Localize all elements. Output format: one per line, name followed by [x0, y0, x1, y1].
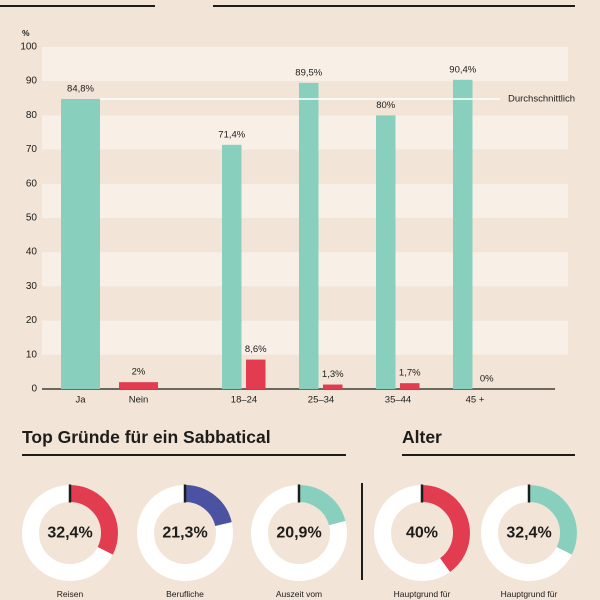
donut-caption: Hauptgrund für [394, 589, 451, 599]
x-tick-label: 25–34 [308, 395, 334, 406]
x-tick-label: 45 + [466, 395, 485, 406]
bar-chart: 0 10 20 30 40 50 60 70 80 90 100% 84,8% Ja 2% Nein 71,4… [20, 28, 575, 406]
y-tick-label: 50 [26, 213, 38, 224]
bar [400, 383, 420, 389]
donut-chart: 21,3% Berufliche [137, 484, 233, 599]
bar-value-label: 1,7% [399, 368, 421, 379]
donut-value-label: 32,4% [47, 525, 92, 542]
section-divider [361, 483, 363, 580]
donut-chart: 20,9% Auszeit vom [251, 484, 347, 599]
y-tick-label: 10 [26, 349, 38, 360]
donut-caption: Hauptgrund für [501, 589, 558, 599]
bar-value-label: 71,4% [218, 129, 245, 140]
average-reference-label: Durchschnittlich [508, 93, 575, 104]
bar [376, 115, 396, 390]
y-tick-label: 80 [26, 110, 38, 121]
y-axis-title: % [22, 28, 30, 38]
donut-caption: Auszeit vom [276, 589, 322, 599]
donut-chart: 40% Hauptgrund für [374, 484, 470, 599]
bar-value-label: 80% [376, 100, 396, 111]
bar-value-label: 0% [480, 374, 494, 385]
bar-value-label: 90,4% [449, 64, 476, 75]
bar [323, 384, 343, 389]
donut-chart: 32,4% Hauptgrund für [481, 484, 577, 599]
reasons-heading-rule [22, 454, 346, 456]
y-tick-label: 90 [26, 76, 38, 87]
x-tick-label: 35–44 [385, 395, 411, 406]
reasons-heading: Top Gründe für ein Sabbatical [22, 427, 271, 447]
donut-caption: Reisen [57, 589, 84, 599]
y-tick-label: 20 [26, 315, 38, 326]
donut-caption: Berufliche [166, 589, 204, 599]
bar [299, 82, 319, 389]
y-tick-label: 40 [26, 247, 38, 258]
x-tick-label: 18–24 [231, 395, 257, 406]
bar [119, 382, 158, 389]
age-heading: Alter [402, 427, 442, 447]
bar [246, 359, 266, 389]
donut-chart: 32,4% Reisen [22, 484, 118, 599]
y-tick-label: 30 [26, 281, 38, 292]
y-tick-label: 60 [26, 178, 38, 189]
bar-value-label: 8,6% [245, 344, 267, 355]
donut-value-label: 20,9% [276, 525, 321, 542]
donut-charts: 32,4% Reisen 21,3% Berufliche 20,9% Auszeit v… [22, 484, 577, 599]
age-heading-rule [402, 454, 575, 456]
bar [453, 79, 473, 389]
x-tick-label: Ja [75, 395, 86, 406]
donut-value-label: 32,4% [506, 525, 551, 542]
bar [61, 98, 100, 389]
y-tick-label: 0 [31, 384, 37, 395]
donut-value-label: 21,3% [162, 525, 207, 542]
x-tick-label: Nein [129, 395, 149, 406]
top-heading-rule-left [0, 5, 155, 7]
bar-value-label: 2% [132, 367, 146, 378]
bar-value-label: 89,5% [295, 67, 322, 78]
bar-value-label: 1,3% [322, 369, 344, 380]
bar [222, 144, 242, 389]
y-tick-label: 70 [26, 144, 38, 155]
y-tick-label: 100 [20, 42, 37, 53]
top-heading-rule-right [213, 5, 575, 7]
donut-value-label: 40% [406, 525, 438, 542]
plot-band [42, 47, 568, 82]
bar-value-label: 84,8% [67, 83, 94, 94]
